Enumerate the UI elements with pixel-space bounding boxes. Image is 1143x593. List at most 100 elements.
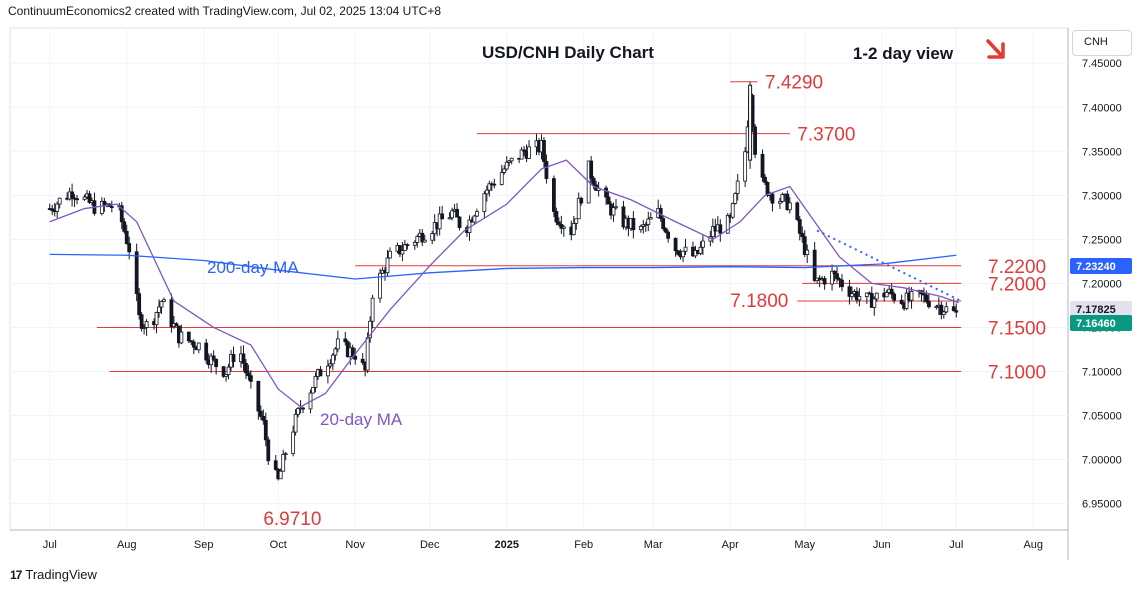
candlestick	[283, 451, 288, 461]
price-badge-bg	[1070, 301, 1132, 317]
candle-body	[214, 358, 219, 368]
candlestick	[244, 358, 248, 379]
candle-body	[778, 200, 782, 204]
candle-body	[830, 270, 834, 285]
y-tick-label: 7.35000	[1082, 146, 1122, 158]
candle-body	[422, 239, 427, 243]
candle-body	[75, 198, 79, 201]
candlestick	[646, 211, 651, 232]
candle-body	[730, 202, 735, 218]
candlestick	[368, 316, 373, 343]
candle-body	[785, 193, 790, 211]
candle-body	[710, 226, 715, 238]
candle-body	[909, 290, 914, 301]
ma-200-line	[49, 253, 957, 280]
level-label: 7.4290	[765, 73, 823, 94]
candlestick	[122, 217, 127, 234]
candle-body	[941, 311, 946, 315]
candle-body	[162, 299, 166, 302]
candlestick	[281, 449, 286, 472]
candle-body	[398, 245, 402, 255]
candle-body	[718, 224, 723, 234]
candlestick	[800, 226, 805, 243]
candlestick	[780, 192, 785, 203]
candlestick	[683, 238, 688, 255]
y-tick-label: 7.40000	[1082, 102, 1122, 114]
candlestick	[325, 359, 330, 384]
candle-body	[122, 221, 127, 232]
candle-body	[447, 217, 452, 220]
candle-body	[840, 279, 844, 288]
candlestick	[641, 219, 646, 234]
tradingview-logo-icon: 17	[10, 567, 22, 582]
candle-body	[313, 376, 318, 388]
candlestick	[405, 243, 410, 250]
candle-body	[99, 200, 104, 214]
candle-body	[939, 304, 944, 315]
candle-body	[291, 431, 296, 454]
candlestick	[576, 192, 581, 220]
candlestick	[70, 183, 74, 207]
candlestick	[400, 241, 405, 262]
candlestick	[370, 294, 375, 329]
candlestick	[638, 224, 643, 233]
candlestick	[522, 146, 526, 157]
x-tick-label: Nov	[345, 539, 365, 551]
candle-body	[231, 354, 236, 363]
candlestick	[552, 175, 556, 218]
candle-body	[157, 306, 161, 313]
candlestick	[621, 200, 626, 230]
price-axis: 7.45000 7.40000 7.35000 7.30000 7.25000 7.200…	[1070, 58, 1132, 511]
x-tick-label: Sep	[194, 539, 214, 551]
candlestick	[388, 247, 392, 259]
candlestick	[718, 219, 723, 242]
candlestick	[812, 241, 817, 283]
candle-body	[82, 196, 87, 200]
candlestick	[328, 359, 333, 369]
candlestick	[241, 345, 246, 372]
candlestick	[139, 311, 144, 332]
candle-body	[174, 323, 179, 327]
candlestick	[857, 288, 862, 307]
candle-body	[663, 228, 668, 233]
candlestick	[944, 302, 949, 314]
candle-body	[283, 453, 288, 455]
candle-body	[872, 298, 877, 308]
candle-body	[301, 407, 305, 410]
currency-selector-box[interactable]	[1072, 30, 1132, 56]
candlestick	[378, 268, 382, 303]
candlestick	[318, 366, 323, 377]
candlestick	[278, 468, 283, 480]
candle-body	[328, 363, 333, 367]
candlestick	[606, 190, 611, 205]
candlestick	[256, 380, 261, 420]
candlestick	[457, 216, 462, 231]
currency-label[interactable]: CNH	[1084, 36, 1108, 48]
price-badge-label: 7.17825	[1076, 304, 1116, 316]
candlestick	[293, 409, 298, 436]
price-badge: 7.17825	[1070, 301, 1132, 317]
candlestick	[249, 370, 253, 389]
candle-body	[256, 380, 261, 412]
candle-body	[365, 337, 370, 371]
y-tick-label: 6.95000	[1082, 499, 1122, 511]
candlestick	[854, 287, 859, 304]
candle-body	[673, 237, 678, 252]
candlestick	[892, 291, 897, 304]
candlestick	[301, 406, 305, 414]
candlestick	[134, 243, 139, 302]
arrow-shaft	[986, 39, 1004, 58]
candlestick	[263, 412, 268, 447]
candle-body	[475, 211, 479, 217]
candlestick	[805, 244, 810, 264]
candle-body	[281, 454, 286, 472]
candle-body	[405, 244, 410, 247]
candle-body	[196, 342, 201, 351]
candlestick	[864, 292, 869, 304]
candle-body	[278, 470, 283, 480]
chart-title: USD/CNH Daily Chart	[482, 43, 654, 62]
candlestick	[571, 215, 576, 236]
candle-body	[805, 249, 810, 255]
candle-body	[576, 197, 581, 220]
